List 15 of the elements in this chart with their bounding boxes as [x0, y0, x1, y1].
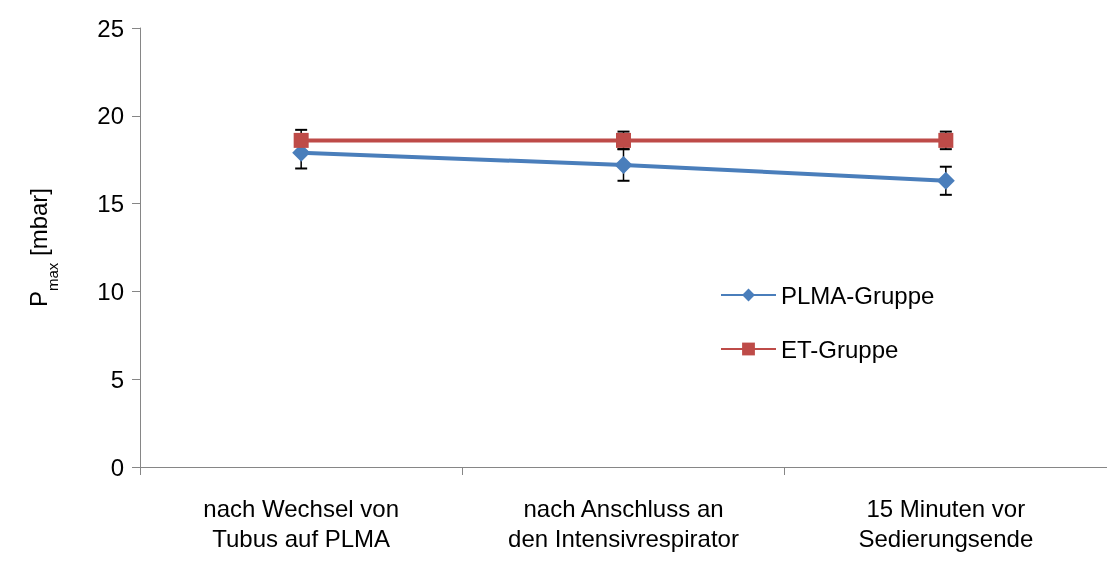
x-tick-label: nach Wechsel von Tubus auf PLMA — [203, 494, 399, 552]
y-tick-label: 15 — [97, 190, 124, 218]
point — [936, 171, 955, 190]
point — [614, 155, 633, 174]
point — [293, 132, 309, 148]
y-tick-label: 20 — [97, 102, 124, 130]
legend-label: PLMA-Gruppe — [781, 281, 935, 309]
y-axis-title: Pmax [mbar] — [24, 187, 61, 308]
y-tick-label: 25 — [97, 14, 124, 42]
y-tick-label: 5 — [110, 365, 124, 393]
y-tick-label: 10 — [97, 277, 124, 305]
x-tick-label: 15 Minuten vor Sedierungsende — [858, 494, 1034, 552]
x-tick-label: nach Anschluss an den Intensivrespirator — [508, 494, 739, 552]
legend-label: ET-Gruppe — [781, 335, 899, 363]
y-tick-label: 0 — [110, 453, 124, 481]
